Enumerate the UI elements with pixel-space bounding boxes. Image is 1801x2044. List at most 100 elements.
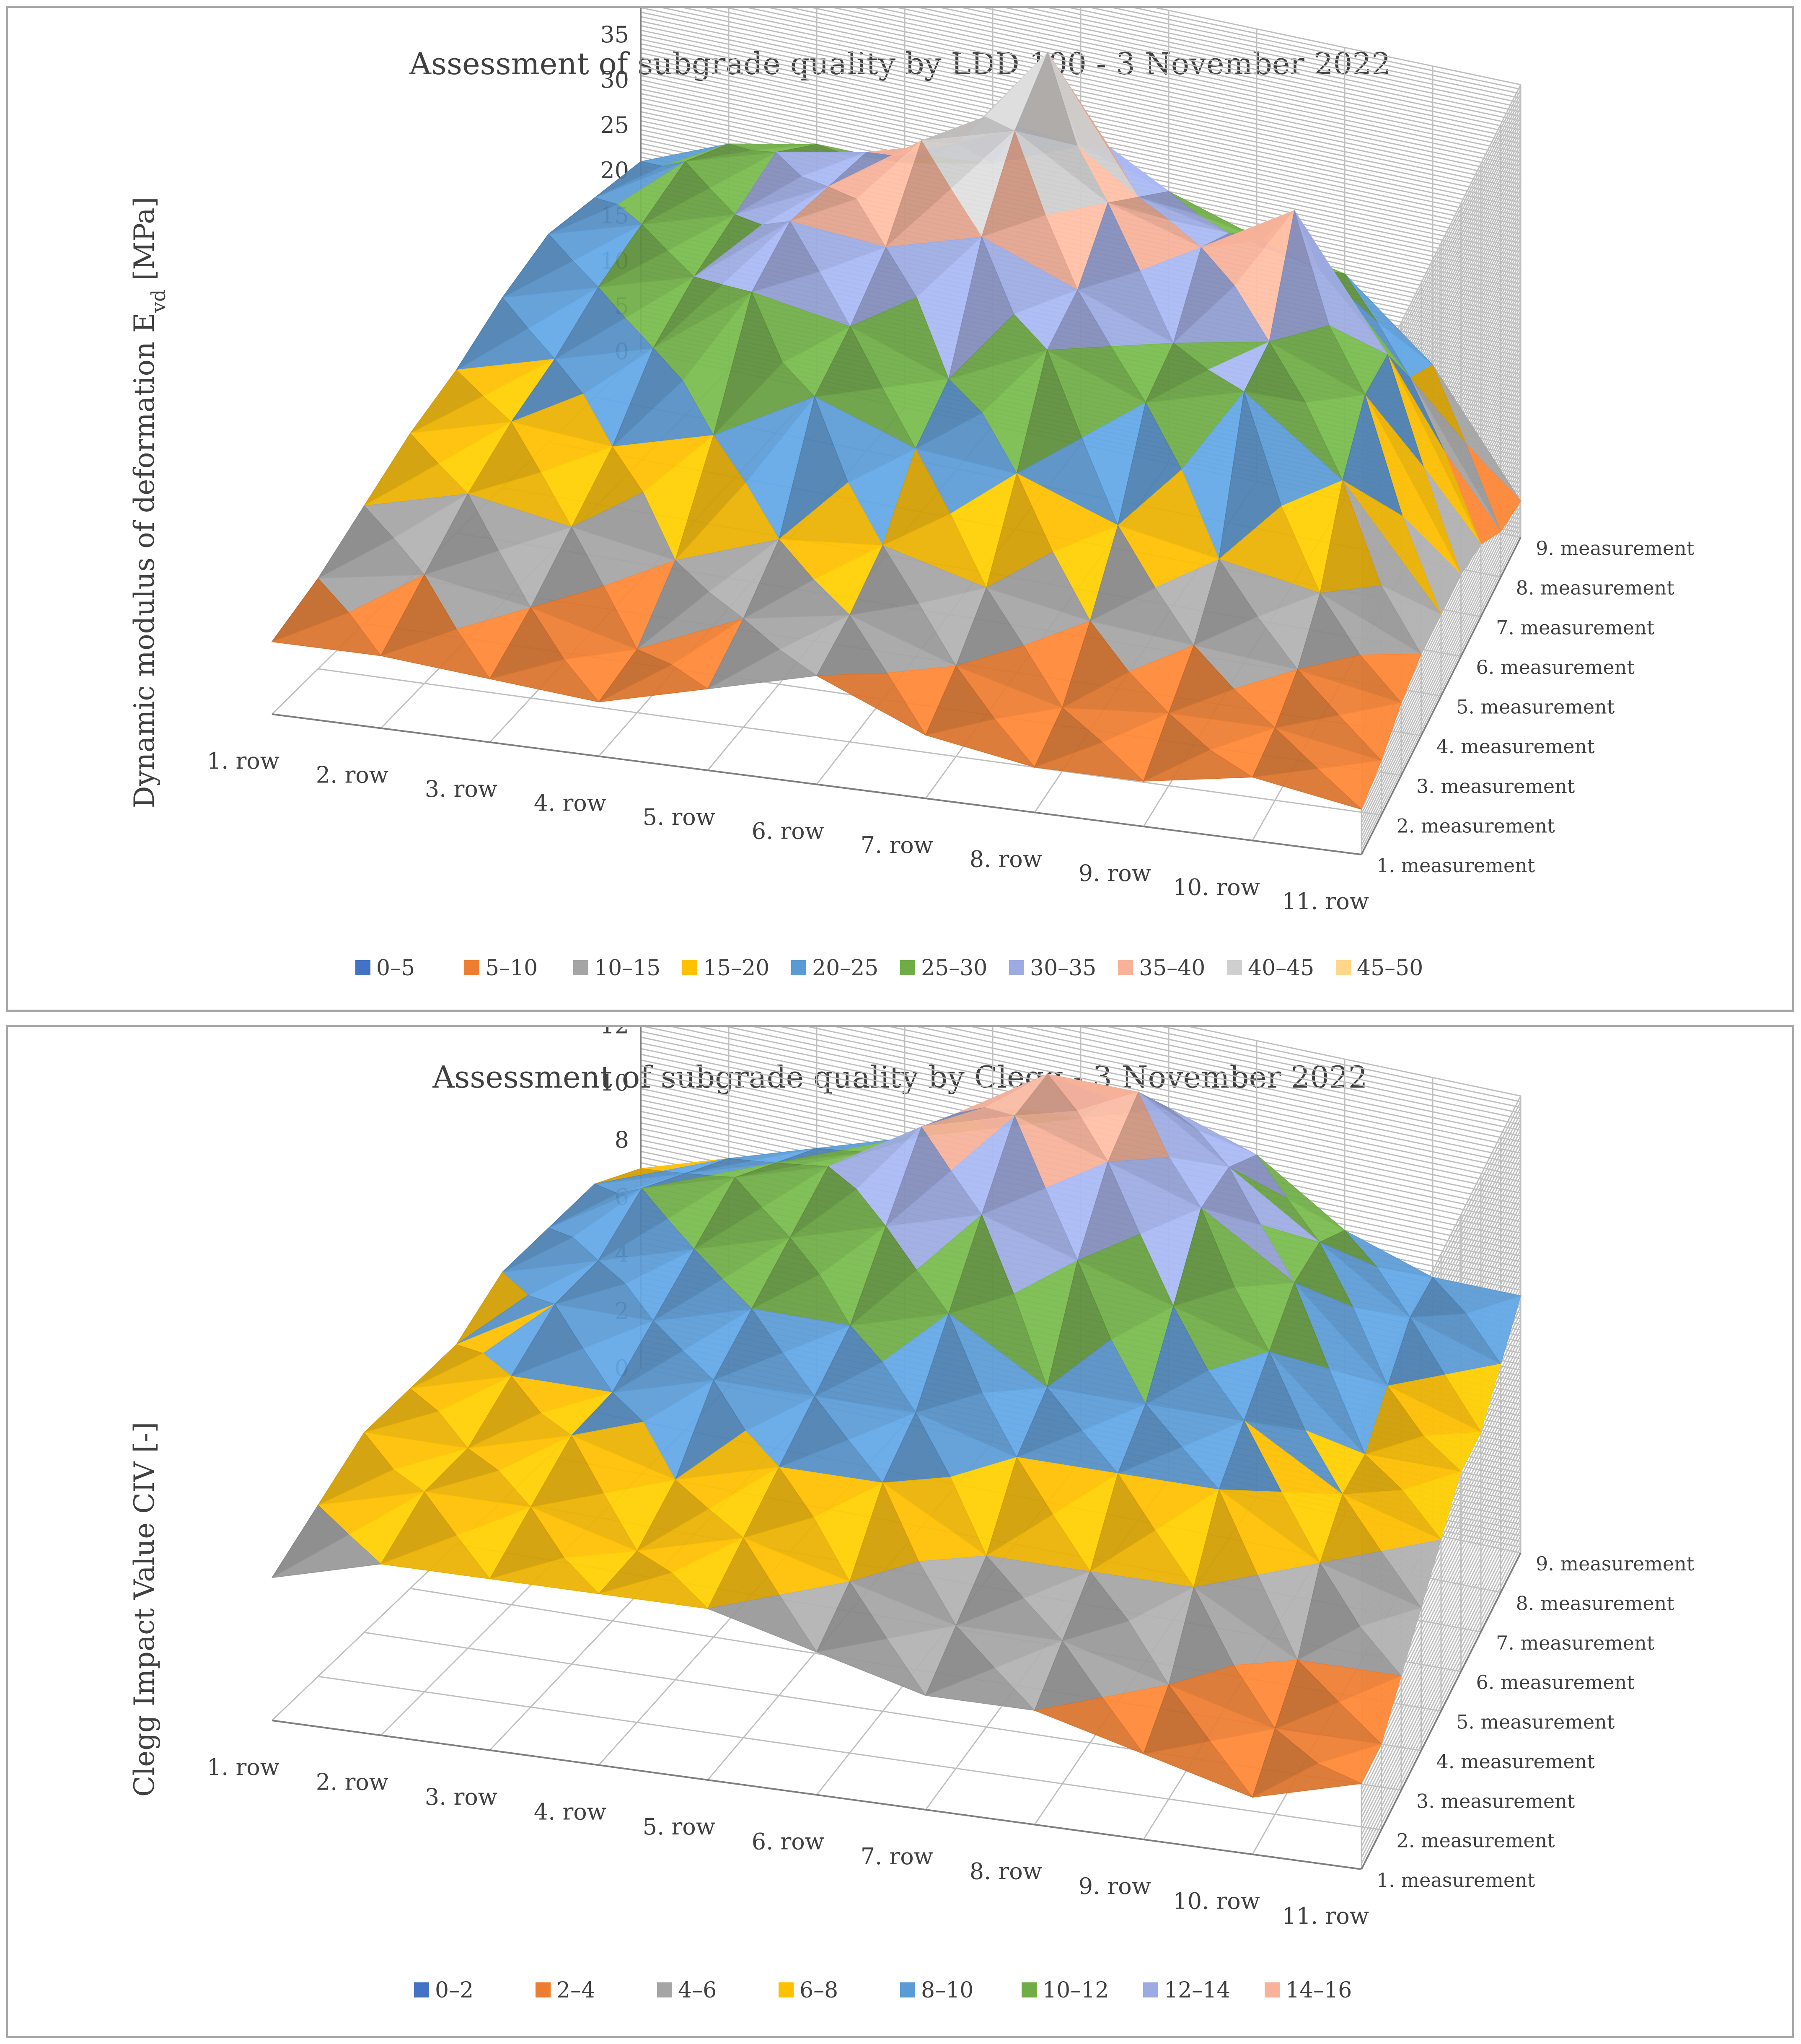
x-axis-line <box>272 713 1362 855</box>
legend-label: 5–10 <box>485 956 538 981</box>
legend-label: 4–6 <box>678 1978 717 2003</box>
surface-patch <box>1143 749 1254 782</box>
z-axis-title: Dynamic modulus of deformation Evd [MPa] <box>128 197 170 808</box>
y-tick-label: 3. measurement <box>1416 775 1575 798</box>
y-tick-label: 5. measurement <box>1456 696 1615 718</box>
surface-patch <box>924 1668 1036 1711</box>
surface-patch <box>598 1572 709 1609</box>
surface-patch <box>380 629 491 679</box>
grid-line <box>1133 8 1521 90</box>
surface-patch <box>1252 1763 1363 1798</box>
grid-line <box>1111 8 1521 95</box>
y-axis-line <box>1361 537 1522 855</box>
surface-patch <box>815 1638 926 1697</box>
z-tick-label: 8 <box>615 1127 629 1153</box>
grid-line <box>1133 1027 1521 1108</box>
surface-patch <box>489 1557 600 1594</box>
y-tick-label: 6. measurement <box>1476 656 1635 679</box>
x-tick-label: 8. row <box>970 846 1042 873</box>
legend-swatch <box>682 960 697 975</box>
x-tick-label: 5. row <box>643 1813 715 1840</box>
x-tick-label: 3. row <box>425 1784 497 1810</box>
legend-label: 0–5 <box>376 956 415 981</box>
y-tick-label: 4. measurement <box>1436 735 1595 758</box>
legend-swatch <box>900 1982 915 1997</box>
z-axis-title: Clegg Impact Value CIV [-] <box>128 1422 160 1797</box>
surface-patch <box>489 659 600 703</box>
legend-label: 2–4 <box>556 1978 595 2003</box>
legend-swatch <box>1009 960 1024 975</box>
legend-swatch <box>573 960 588 975</box>
legend-swatch <box>536 1982 551 1997</box>
legend-swatch <box>1022 1982 1037 1997</box>
y-tick-label: 9. measurement <box>1536 1552 1695 1575</box>
legend-label: 8–10 <box>921 1978 973 2003</box>
legend-label: 20–25 <box>812 956 878 981</box>
surface-patch <box>924 718 1036 768</box>
legend-label: 35–40 <box>1139 956 1205 981</box>
y-axis-line <box>1361 1552 1522 1870</box>
x-tick-label: 11. row <box>1282 888 1369 914</box>
x-tick-label: 8. row <box>970 1858 1042 1885</box>
x-tick-label: 4. row <box>534 790 606 816</box>
y-tick-label: 6. measurement <box>1476 1671 1635 1694</box>
surface-patch <box>1034 742 1145 782</box>
x-tick-label: 3. row <box>425 776 497 802</box>
x-tick-label: 4. row <box>534 1799 606 1825</box>
legend-swatch <box>464 960 479 975</box>
x-tick-label: 10. row <box>1173 874 1260 901</box>
x-tick-label: 6. row <box>752 818 824 845</box>
legend-label: 30–35 <box>1030 956 1096 981</box>
x-axis-line <box>272 1720 1362 1870</box>
surface-patch <box>272 612 382 656</box>
surface-patch <box>1142 1741 1254 1798</box>
y-tick-label: 4. measurement <box>1436 1750 1595 1773</box>
grid-line <box>1160 1027 1521 1103</box>
chart-title: Assessment of subgrade quality by Clegg … <box>432 1060 1367 1095</box>
legend-label: 6–8 <box>800 1978 838 2003</box>
x-tick-label: 9. row <box>1079 860 1151 886</box>
y-tick-label: 8. measurement <box>1516 1592 1675 1614</box>
y-tick-label: 2. measurement <box>1397 814 1555 837</box>
z-tick-label: 25 <box>600 112 629 138</box>
legend-label: 15–20 <box>703 956 769 981</box>
legend-swatch <box>355 960 370 975</box>
grid-line <box>1089 8 1521 99</box>
surface-patch <box>1252 768 1362 810</box>
y-tick-label: 1. measurement <box>1377 1869 1535 1891</box>
y-tick-label: 3. measurement <box>1416 1790 1575 1812</box>
legend-label: 25–30 <box>921 956 987 981</box>
legend-label: 40–45 <box>1248 956 1314 981</box>
legend-swatch <box>1143 1982 1158 1997</box>
y-tick-label: 7. measurement <box>1496 616 1655 639</box>
grid-line <box>1188 1027 1521 1097</box>
x-tick-label: 5. row <box>643 804 715 830</box>
legend-label: 10–15 <box>594 956 660 981</box>
legend-swatch <box>1336 960 1351 975</box>
grid-line <box>1079 1027 1521 1119</box>
y-tick-label: 8. measurement <box>1516 577 1675 599</box>
surface <box>272 1073 1522 1798</box>
y-tick-label: 9. measurement <box>1536 537 1695 560</box>
x-tick-label: 1. row <box>207 748 279 774</box>
legend-label: 0–2 <box>435 1978 474 2003</box>
legend-swatch <box>1118 960 1133 975</box>
legend-label: 14–16 <box>1286 1978 1352 2003</box>
surface <box>271 51 1521 810</box>
z-tick-label: 30 <box>600 67 629 93</box>
ldd-surface-chart: Assessment of subgrade quality by LDD 10… <box>128 8 1695 981</box>
legend-swatch <box>1265 1982 1280 1997</box>
z-tick-label: 35 <box>600 21 629 48</box>
y-tick-label: 7. measurement <box>1496 1632 1655 1654</box>
legend-swatch <box>1227 960 1242 975</box>
legend: 0–2 2–4 4–6 6–8 8–10 10–12 12–14 14–16 <box>414 1978 1352 2003</box>
x-tick-label: 6. row <box>752 1829 824 1855</box>
x-tick-label: 7. row <box>861 1843 933 1870</box>
x-tick-label: 7. row <box>861 832 933 858</box>
surface-patch <box>380 1535 491 1580</box>
legend-swatch <box>657 1982 672 1997</box>
surface-patch <box>707 649 818 689</box>
x-tick-label: 2. row <box>316 1769 388 1795</box>
grid-line <box>1154 8 1521 85</box>
legend-label: 45–50 <box>1357 956 1423 981</box>
